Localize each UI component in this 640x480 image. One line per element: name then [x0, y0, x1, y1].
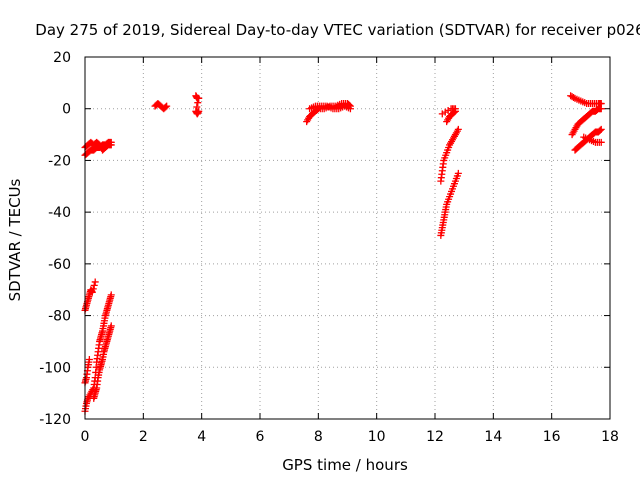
series-arc-e [81, 356, 93, 387]
data-point [163, 102, 171, 110]
data-point [107, 141, 115, 149]
x-tick-label: 4 [197, 429, 206, 445]
series-arc-j [306, 102, 354, 113]
data-point [597, 105, 605, 113]
data-point [451, 107, 459, 115]
data-point [450, 108, 458, 116]
data-point [346, 105, 354, 113]
data-point [85, 356, 93, 364]
series-arc-g [151, 100, 171, 113]
x-axis-label: GPS time / hours [282, 456, 408, 474]
data-point [454, 169, 462, 177]
data-point [91, 278, 99, 286]
series-arc-r [580, 133, 605, 146]
data-point [194, 99, 202, 107]
data-point [89, 285, 97, 293]
x-tick-label: 14 [484, 429, 502, 445]
data-point [597, 138, 605, 146]
data-point [162, 103, 170, 111]
x-tick-label: 10 [368, 429, 386, 445]
x-tick-label: 8 [314, 429, 323, 445]
series-arc-l [437, 125, 462, 185]
x-tick-label: 18 [601, 429, 619, 445]
data-point [597, 125, 605, 133]
data-point [88, 288, 96, 296]
tick-labels: 0 2 4 6 8 10 12 14 16 18 -120 -100 -80 -60 -40 -20 0 20 [39, 50, 619, 445]
data-point [454, 125, 462, 133]
data-point [90, 281, 98, 289]
x-tick-label: 6 [256, 429, 265, 445]
x-tick-label: 2 [139, 429, 148, 445]
data-point [195, 107, 203, 115]
y-tick-label: -80 [48, 309, 71, 325]
data-points [81, 92, 605, 415]
data-point [107, 291, 115, 299]
series-arc-p [568, 105, 605, 139]
series-arc-n [443, 107, 459, 126]
y-tick-label: -20 [48, 153, 71, 169]
grid-lines [85, 57, 610, 419]
y-axis-label: SDTVAR / TECUs [6, 178, 24, 301]
series-arc-f [90, 322, 115, 402]
data-point [195, 94, 203, 102]
series-arc-h [192, 92, 203, 118]
y-tick-label: -40 [48, 205, 71, 221]
y-tick-label: -120 [39, 412, 71, 428]
y-tick-label: 0 [62, 102, 71, 118]
series-arc-b [81, 138, 115, 154]
data-point [107, 322, 115, 330]
x-tick-label: 16 [543, 429, 561, 445]
data-point [596, 126, 604, 134]
series-arc-o [567, 92, 605, 108]
chart-title: Day 275 of 2019, Sidereal Day-to-day VTE… [35, 21, 640, 39]
x-tick-label: 12 [426, 429, 444, 445]
x-tick-label: 0 [81, 429, 90, 445]
y-tick-label: -60 [48, 257, 71, 273]
series-arc-m [437, 169, 462, 239]
y-tick-label: -100 [39, 360, 71, 376]
series-arc-c [81, 278, 99, 314]
plot-frame [84, 56, 611, 420]
y-tick-label: 20 [53, 50, 71, 66]
